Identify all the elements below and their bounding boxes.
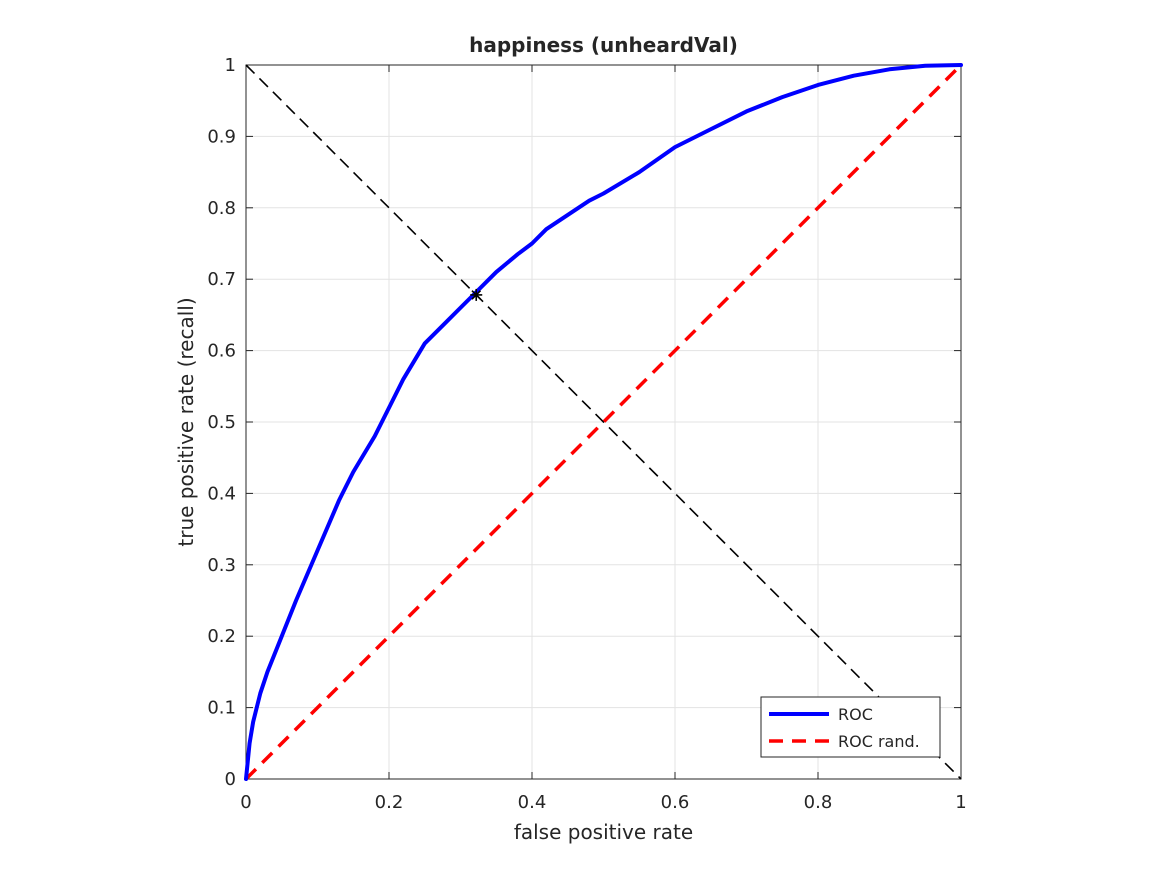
- reference-diagonal-line: [245, 64, 962, 780]
- y-tick-label: 0: [225, 769, 236, 790]
- chart-title: happiness (unheardVal): [469, 33, 738, 57]
- x-tick-label: 0.8: [804, 792, 833, 813]
- y-tick-label: 0.2: [207, 626, 236, 647]
- legend-label-roc-rand: ROC rand.: [838, 732, 920, 751]
- x-tick-label: 0.6: [661, 792, 690, 813]
- y-tick-label: 0.8: [207, 198, 236, 219]
- legend-label-roc: ROC: [838, 705, 873, 724]
- y-axis-ticks: 0 0.1 0.2 0.3 0.4 0.5 0.6 0.7 0.8 0.9 1: [207, 55, 961, 790]
- marker-stroke: [471, 290, 482, 300]
- legend-box: [760, 696, 941, 758]
- series-line-roc: [244, 63, 963, 781]
- y-tick-label: 0.9: [207, 126, 236, 147]
- x-tick-label: 1: [955, 792, 966, 813]
- y-tick-label: 0.3: [207, 555, 236, 576]
- y-tick-label: 1: [225, 55, 236, 76]
- y-tick-label: 0.7: [207, 269, 236, 290]
- x-tick-label: 0.4: [518, 792, 547, 813]
- y-tick-label: 0.6: [207, 341, 236, 362]
- y-tick-label: 0.5: [207, 412, 236, 433]
- series-layer: [244, 63, 963, 781]
- x-axis-label: false positive rate: [514, 820, 693, 844]
- y-tick-label: 0.1: [207, 698, 236, 719]
- operating-point-marker: [470, 288, 483, 301]
- y-tick-label: 0.4: [207, 483, 236, 504]
- x-tick-label: 0: [240, 792, 251, 813]
- legend: ROC ROC rand.: [760, 696, 941, 758]
- x-axis-ticks: 0 0.2 0.4 0.6 0.8 1: [240, 65, 967, 813]
- series-line-roc-rand: [244, 63, 963, 781]
- y-axis-label: true positive rate (recall): [174, 297, 198, 546]
- x-tick-label: 0.2: [375, 792, 404, 813]
